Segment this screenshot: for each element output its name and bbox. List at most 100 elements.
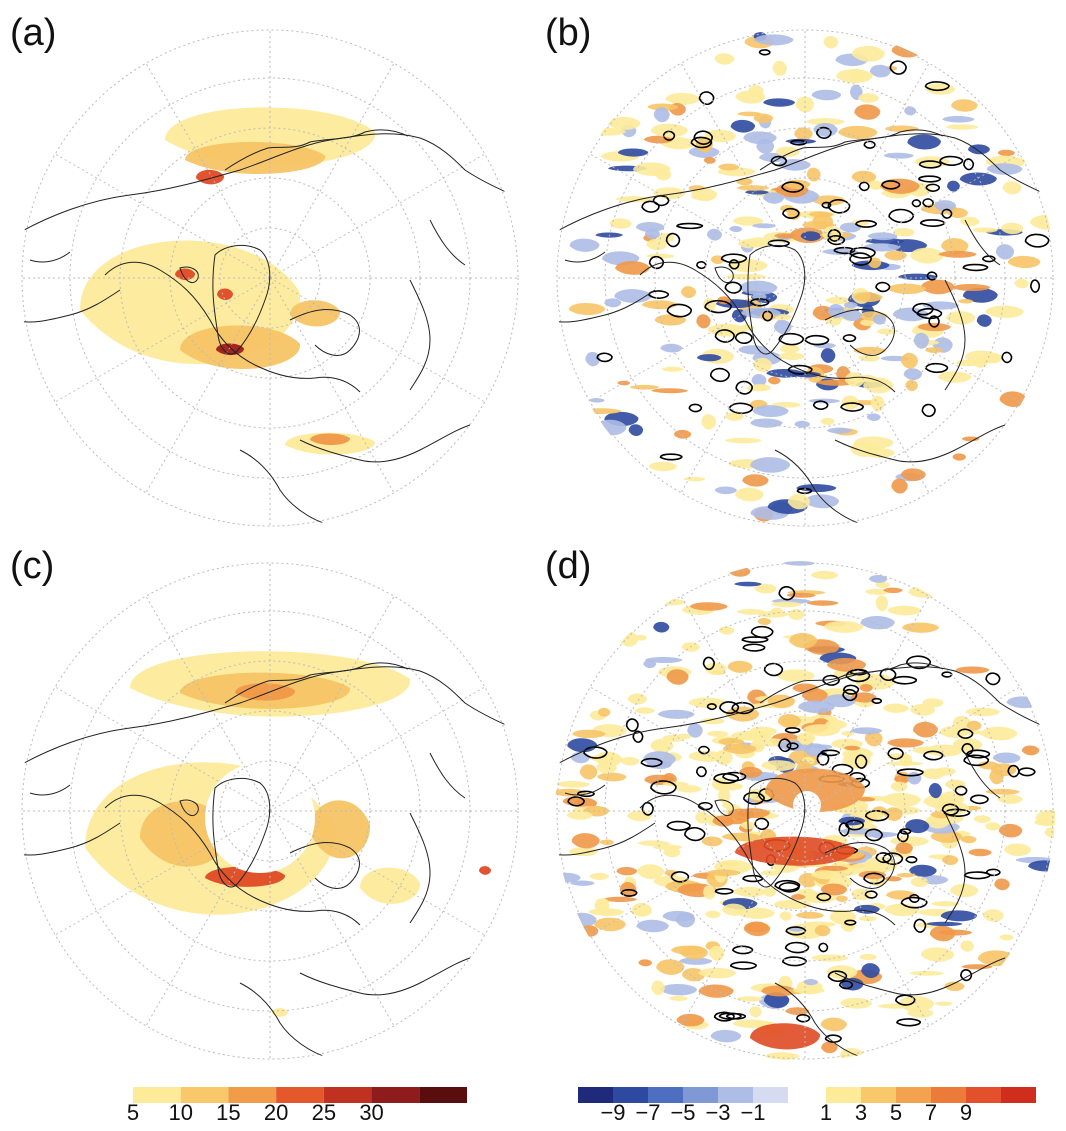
significance-contour — [662, 130, 676, 141]
anomaly-patch — [773, 899, 812, 910]
anomaly-patch — [787, 493, 811, 510]
anomaly-patch — [750, 457, 791, 473]
anomaly-patch — [676, 1013, 705, 1027]
anomaly-patch — [999, 934, 1014, 941]
significance-contour — [786, 742, 799, 750]
anomaly-patch — [803, 979, 818, 986]
significance-contour — [824, 1034, 842, 1043]
significance-contour — [652, 195, 670, 207]
meridian-line — [804, 594, 931, 812]
anomaly-patch — [985, 822, 1001, 831]
significance-contour — [924, 362, 949, 374]
colorbar-segment — [228, 1087, 277, 1103]
anomaly-patch — [859, 319, 875, 327]
anomaly-patch — [941, 238, 969, 254]
coastline — [299, 957, 471, 996]
anomaly-patch — [806, 118, 845, 126]
anomaly-patch — [736, 996, 763, 1002]
anomaly-patch — [957, 298, 974, 304]
colorbar-right-tick-label: −7 — [635, 1100, 661, 1125]
anomaly-patch — [681, 286, 697, 299]
significance-contour — [1018, 767, 1036, 777]
anomaly-patch — [895, 842, 913, 855]
anomaly-patch — [796, 484, 837, 493]
significance-contour — [926, 271, 938, 281]
anomaly-patch — [931, 901, 960, 907]
significance-contour — [696, 261, 707, 270]
meridian-line — [804, 277, 931, 495]
coastline — [555, 822, 656, 856]
anomaly-patch — [950, 883, 979, 898]
colorbar-right-tick-label: 5 — [889, 1100, 903, 1125]
anomaly-patch — [972, 227, 998, 233]
colorbar-right-tick-label: −1 — [740, 1100, 766, 1125]
significance-contour — [709, 367, 730, 383]
anomaly-patch — [750, 384, 771, 391]
anomaly-patch — [712, 815, 735, 827]
anomaly-patch — [644, 228, 660, 240]
shaded-region — [310, 800, 371, 859]
latitude-circle — [21, 29, 519, 527]
significance-contour — [842, 684, 860, 695]
anomaly-patch — [785, 138, 816, 144]
anomaly-patch — [894, 775, 909, 784]
anomaly-patch — [706, 730, 729, 737]
colorbar-right-tick-label: −9 — [600, 1100, 626, 1125]
anomaly-patch — [910, 876, 929, 888]
coastline — [774, 449, 866, 526]
coastline — [639, 261, 896, 393]
anomaly-patch — [827, 657, 867, 672]
anomaly-patch — [838, 125, 878, 140]
anomaly-patch — [951, 99, 978, 112]
anomaly-patch — [655, 168, 672, 181]
significance-contour — [648, 255, 665, 270]
significance-contour — [962, 263, 989, 272]
anomaly-patch — [890, 781, 908, 792]
anomaly-patch — [651, 980, 665, 996]
anomaly-patch — [793, 987, 825, 994]
anomaly-patch — [841, 309, 862, 321]
anomaly-patch — [882, 703, 909, 713]
significance-contour — [818, 942, 829, 953]
anomaly-patch — [721, 832, 762, 842]
significance-contour — [670, 871, 690, 883]
anomaly-patch — [811, 954, 849, 962]
anomaly-patch — [806, 167, 821, 182]
coastline — [104, 261, 361, 393]
significance-contour — [713, 1011, 735, 1022]
coastline — [29, 251, 71, 263]
anomaly-patch — [926, 921, 963, 927]
anomaly-patch — [820, 883, 848, 896]
anomaly-patch — [827, 427, 852, 434]
map-content — [20, 28, 520, 528]
significance-contour — [863, 872, 885, 885]
coastline — [834, 424, 1006, 463]
unshaded-pole — [793, 791, 821, 819]
anomaly-patch — [734, 581, 762, 587]
anomaly-patch — [795, 911, 824, 919]
anomaly-patch — [752, 405, 789, 418]
coastline — [20, 822, 121, 856]
anomaly-patch — [653, 107, 670, 123]
coastline — [639, 794, 896, 926]
meridian-line — [588, 810, 806, 937]
anomaly-patch — [942, 115, 975, 123]
anomaly-patch — [898, 996, 935, 1012]
anomaly-patch — [910, 247, 944, 264]
anomaly-patch — [823, 621, 864, 633]
meridian-line — [588, 152, 806, 279]
anomaly-patch — [959, 172, 997, 186]
anomaly-patch — [920, 279, 955, 295]
significance-contour — [750, 625, 774, 639]
anomaly-patch — [859, 683, 873, 692]
meridian-line — [679, 277, 806, 495]
anomaly-patch — [814, 925, 831, 937]
anomaly-patch — [961, 964, 993, 970]
anomaly-patch — [997, 794, 1023, 804]
anomaly-patch — [776, 669, 815, 683]
meridian-line — [804, 810, 931, 1028]
significance-contour — [900, 896, 928, 909]
anomaly-patch — [935, 767, 956, 776]
significance-contour — [911, 199, 922, 208]
meridian-line — [269, 152, 487, 279]
